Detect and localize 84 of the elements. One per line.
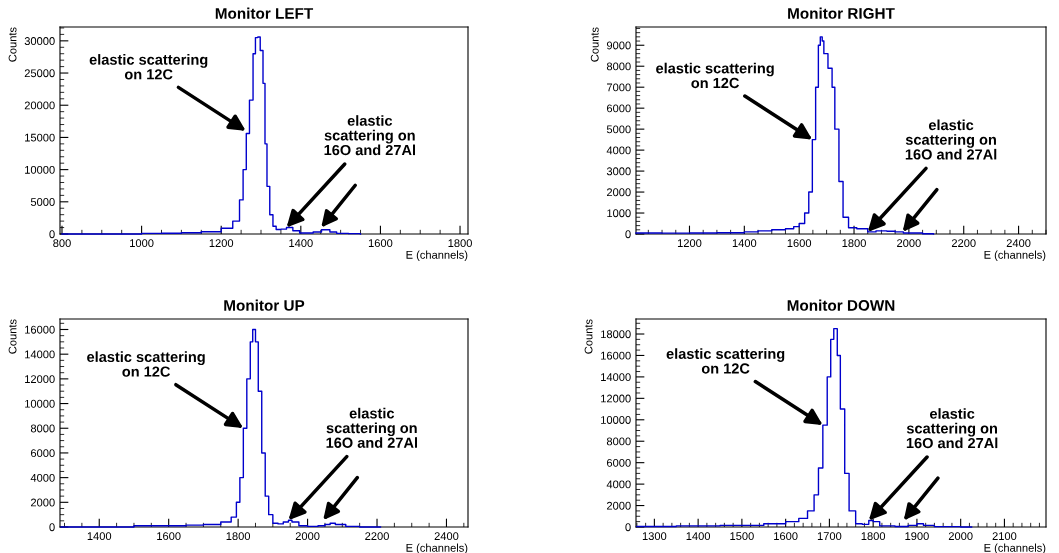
x-tick-label: 1400 — [87, 532, 112, 541]
y-tick-label: 5000 — [606, 125, 631, 134]
y-tick-label: 0 — [49, 230, 55, 239]
y-tick-label: 10000 — [25, 165, 55, 174]
annotation: elastic scattering on 12C — [656, 62, 774, 89]
y-tick-label: 6000 — [606, 104, 631, 113]
y-tick-label: 2000 — [606, 501, 631, 510]
y-tick-label: 12000 — [25, 375, 55, 383]
x-tick-label: 1600 — [787, 239, 812, 248]
y-tick-label: 0 — [625, 523, 631, 532]
annotation: elastic scattering on 16O and 27Al — [905, 119, 997, 160]
y-tick-label: 16000 — [601, 351, 631, 360]
x-tick-label: 800 — [53, 239, 71, 248]
y-tick-label: 12000 — [601, 394, 631, 403]
y-tick-label: 14000 — [25, 350, 55, 359]
x-tick-label: 2100 — [992, 532, 1017, 541]
x-tick-label: 1000 — [130, 239, 154, 248]
y-tick-label: 4000 — [606, 480, 631, 489]
y-tick-label: 8000 — [30, 424, 55, 433]
x-tick-label: 2000 — [295, 532, 320, 541]
x-tick-label: 1300 — [642, 532, 667, 541]
y-tick-label: 2000 — [606, 188, 631, 197]
chart-title: Monitor LEFT — [215, 7, 314, 19]
y-tick-label: 5000 — [30, 198, 55, 206]
x-tick-label: 2400 — [1006, 239, 1031, 248]
y-axis-title: Counts — [584, 319, 593, 354]
x-tick-label: 1800 — [842, 239, 866, 248]
x-axis-title: E (channels) — [984, 543, 1046, 553]
x-tick-label: 2000 — [948, 532, 973, 541]
y-tick-label: 30000 — [24, 37, 55, 45]
x-axis-title: E (channels) — [406, 543, 468, 553]
x-tick-label: 1800 — [226, 532, 251, 541]
y-tick-label: 6000 — [606, 458, 631, 467]
chart-title: Monitor RIGHT — [788, 7, 895, 19]
y-tick-label: 20000 — [24, 101, 55, 110]
x-tick-label: 1900 — [905, 532, 929, 541]
y-tick-label: 6000 — [30, 449, 55, 458]
y-tick-label: 9000 — [606, 41, 631, 50]
annotation: elastic scattering on 12C — [87, 351, 205, 377]
y-tick-label: 10000 — [601, 416, 631, 424]
chart-title: Monitor DOWN — [787, 299, 895, 311]
y-tick-label: 0 — [49, 523, 55, 532]
x-axis-title: E (channels) — [406, 250, 468, 261]
annotation: elastic scattering on 16O and 27Al — [324, 115, 415, 156]
y-tick-label: 15000 — [25, 133, 55, 142]
x-tick-label: 1200 — [677, 239, 702, 248]
chart-title: Monitor UP — [224, 299, 305, 311]
x-tick-label: 1600 — [157, 532, 181, 541]
y-tick-label: 4000 — [30, 473, 55, 482]
x-tick-label: 1200 — [209, 239, 234, 248]
x-tick-label: 2200 — [951, 239, 976, 248]
y-tick-label: 8000 — [606, 437, 631, 446]
y-tick-label: 25000 — [24, 69, 55, 78]
y-tick-label: 0 — [625, 230, 631, 239]
x-tick-label: 1700 — [817, 532, 842, 541]
x-tick-label: 1500 — [730, 532, 754, 541]
annotation: elastic scattering on 12C — [89, 54, 208, 80]
x-tick-label: 1800 — [861, 532, 886, 541]
x-tick-label: 1600 — [774, 532, 798, 541]
x-tick-label: 2400 — [434, 532, 459, 541]
y-tick-label: 16000 — [25, 325, 55, 334]
x-tick-label: 1800 — [448, 239, 472, 248]
y-axis-title: Counts — [590, 27, 599, 62]
y-tick-label: 1000 — [607, 209, 631, 218]
y-tick-label: 14000 — [601, 373, 631, 382]
y-axis-title: Counts — [8, 319, 17, 354]
x-tick-label: 1400 — [289, 239, 313, 248]
y-tick-label: 7000 — [606, 83, 631, 92]
annotation: elastic scattering on 16O and 27Al — [326, 407, 417, 448]
x-tick-label: 2200 — [365, 532, 389, 541]
y-axis-title: Counts — [8, 27, 17, 62]
y-tick-label: 10000 — [25, 399, 55, 408]
x-tick-label: 1600 — [368, 239, 393, 248]
x-tick-label: 2000 — [897, 239, 921, 248]
y-tick-label: 2000 — [30, 498, 55, 507]
annotation: elastic scattering on 16O and 27Al — [906, 408, 998, 449]
y-tick-label: 4000 — [606, 146, 631, 155]
x-tick-label: 1400 — [686, 532, 711, 541]
annotation: elastic scattering on 12C — [666, 348, 785, 374]
x-axis-title: E (channels) — [984, 250, 1046, 261]
y-tick-label: 18000 — [601, 330, 631, 339]
y-tick-label: 8000 — [606, 62, 631, 71]
y-tick-label: 3000 — [606, 167, 631, 176]
x-tick-label: 1400 — [732, 239, 757, 248]
